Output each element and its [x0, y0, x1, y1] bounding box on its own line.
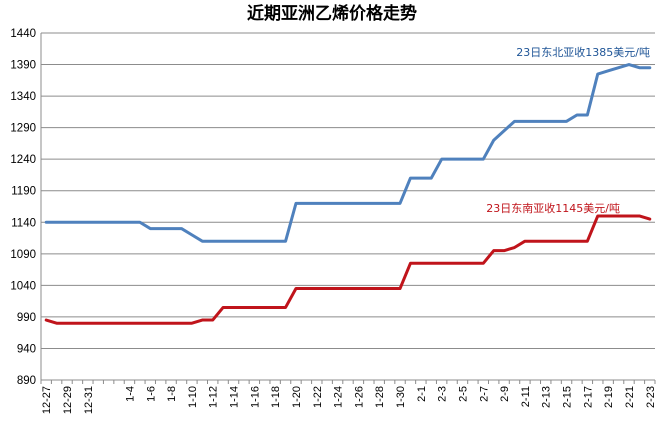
y-tick-label: 1440: [10, 28, 36, 40]
x-tick-label: 2-7: [478, 386, 490, 402]
annotation-northeast-asia: 23日东北亚收1385美元/吨: [516, 45, 650, 59]
x-tick-label: 2-5: [457, 386, 469, 402]
x-tick-label: 1-4: [124, 386, 136, 402]
x-tick-label: 2-13: [541, 386, 553, 408]
x-tick-label: 12-27: [41, 386, 53, 414]
x-tick-label: 2-9: [499, 386, 511, 402]
series-line-1: [44, 63, 652, 243]
x-tick-label: 1-12: [208, 386, 220, 408]
x-tick-label: 2-21: [624, 386, 636, 408]
y-tick-label: 1040: [10, 280, 36, 292]
x-tick-label: 2-1: [416, 386, 428, 402]
y-tick-label: 1190: [11, 186, 36, 198]
x-tick-label: 1-16: [249, 386, 261, 408]
y-tick-label: 1090: [10, 249, 36, 261]
x-tick-label: 12-31: [83, 386, 95, 414]
x-tick-label: 1-26: [353, 386, 365, 408]
annotation-southeast-asia: 23日东南亚收1145美元/吨: [486, 201, 620, 215]
y-tick-label: 1390: [10, 60, 36, 72]
y-tick-label: 1240: [10, 154, 36, 166]
y-tick-label: 940: [17, 343, 36, 355]
x-tick-label: 2-19: [603, 386, 615, 408]
chart-title: 近期亚洲乙烯价格走势: [247, 3, 417, 24]
x-tick-label: 2-23: [645, 386, 657, 408]
x-tick-label: 1-20: [291, 386, 303, 408]
x-tick-label: 1-6: [145, 386, 157, 402]
x-tick-label: 1-14: [229, 386, 241, 408]
x-tick-label: 1-10: [187, 386, 199, 408]
y-tick-label: 1340: [10, 91, 36, 103]
x-tick-label: 2-17: [582, 386, 594, 408]
x-tick-label: 1-18: [270, 386, 282, 408]
x-tick-label: 1-30: [395, 386, 407, 408]
x-tick-label: 1-8: [166, 386, 178, 402]
y-tick-label: 890: [17, 375, 36, 387]
x-tick-label: 1-28: [374, 386, 386, 408]
y-tick-label: 990: [17, 312, 36, 324]
x-tick-label: 2-11: [520, 386, 532, 407]
y-tick-label: 1140: [11, 217, 36, 229]
x-tick-label: 12-29: [62, 386, 74, 414]
series-line-2: [44, 214, 652, 325]
x-tick-label: 2-3: [437, 386, 449, 402]
x-tick-label: 1-22: [312, 386, 324, 408]
x-tick-label: 2-15: [562, 386, 574, 408]
y-tick-label: 1290: [10, 123, 36, 135]
x-tick-label: 1-24: [333, 386, 345, 408]
